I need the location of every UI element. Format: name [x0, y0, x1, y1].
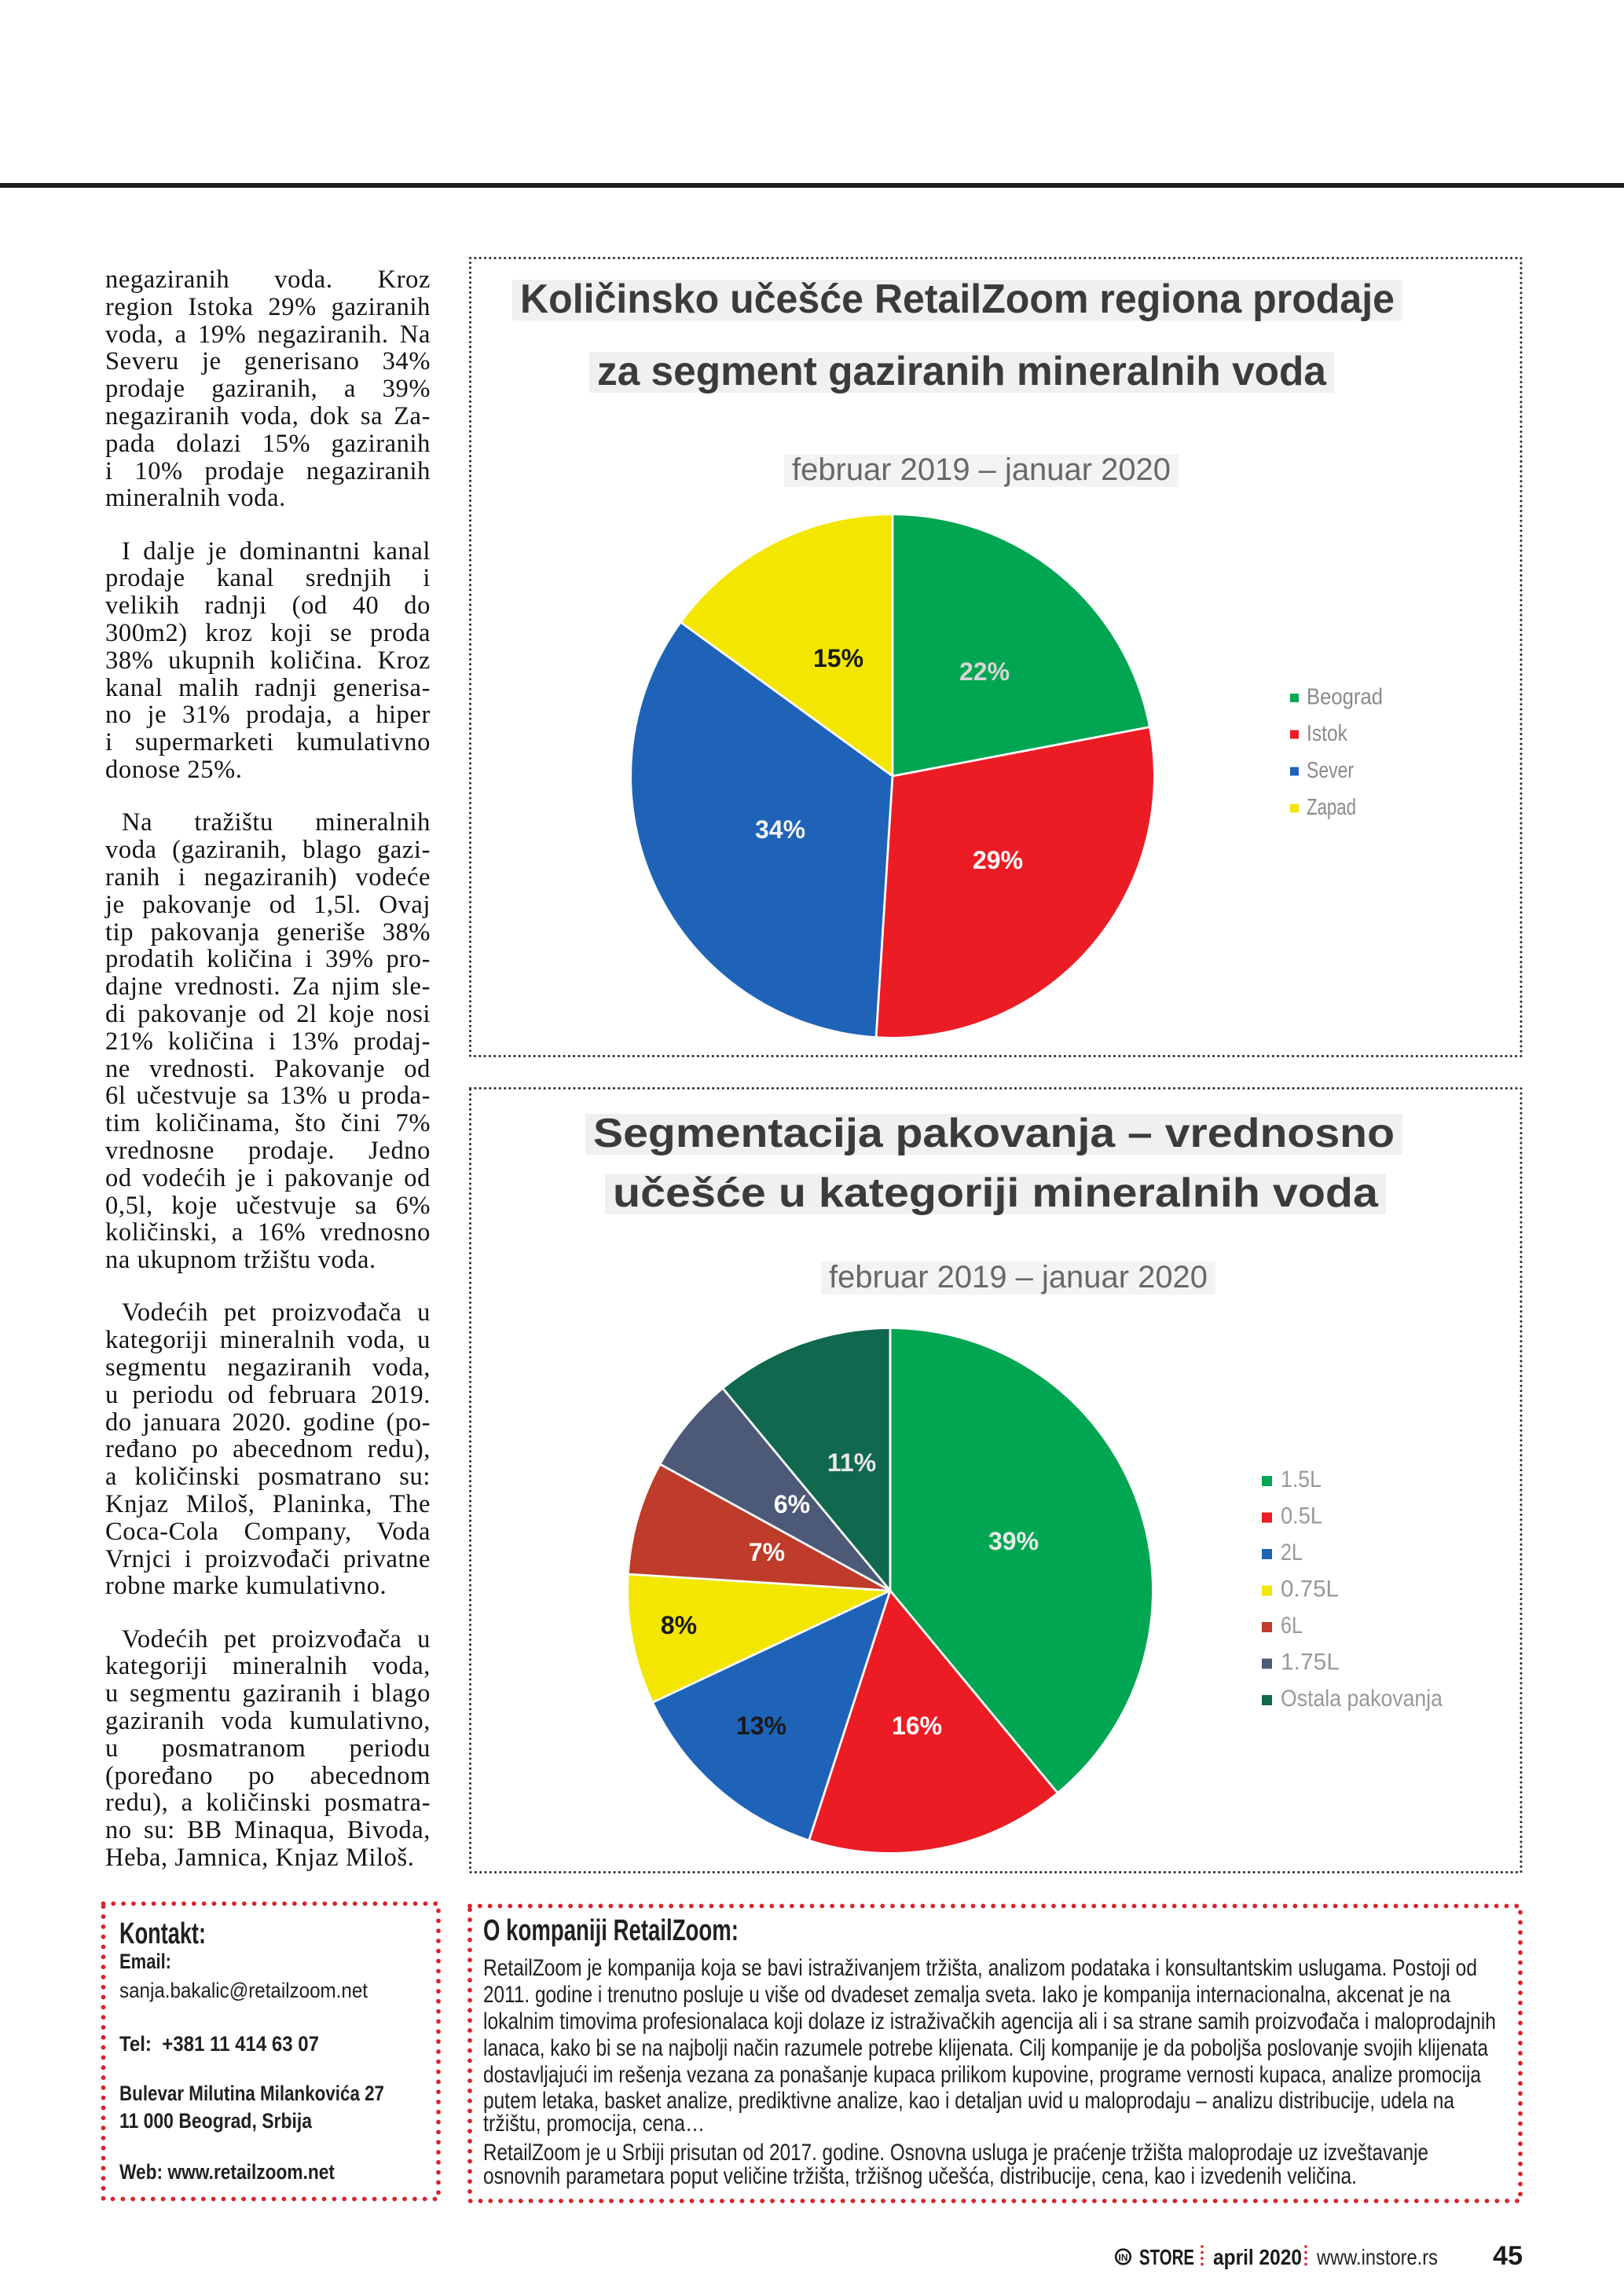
svg-text:RetailZoom je kompanija koja s: RetailZoom je kompanija koja se bavi ist… — [483, 1955, 1477, 1981]
svg-text:13%: 13% — [736, 1712, 786, 1740]
svg-text:Kontakt:: Kontakt: — [119, 1917, 206, 1950]
svg-text:Sever: Sever — [1307, 758, 1354, 783]
svg-text:Zapad: Zapad — [1307, 795, 1356, 820]
svg-text:putem letaka, basket analize,: putem letaka, basket analize, prediktivn… — [483, 2088, 1454, 2114]
svg-text:Web: www.retailzoom.net: Web: www.retailzoom.net — [119, 2160, 335, 2184]
svg-text:0.75L: 0.75L — [1281, 1576, 1339, 1602]
svg-text:Beograd: Beograd — [1307, 685, 1383, 710]
svg-text:www.instore.rs: www.instore.rs — [1316, 2245, 1438, 2269]
svg-text:1.75L: 1.75L — [1281, 1650, 1340, 1675]
svg-text:Ostala pakovanja: Ostala pakovanja — [1281, 1686, 1443, 1712]
svg-text:osnovnih parametara poput veli: osnovnih parametara poput veličine tržiš… — [483, 2163, 1357, 2189]
svg-text:Istok: Istok — [1307, 721, 1347, 746]
svg-text:RetailZoom je u Srbiji prisuta: RetailZoom je u Srbiji prisutan od 2017.… — [483, 2140, 1428, 2166]
svg-text:Email:: Email: — [119, 1950, 171, 1973]
svg-text:sanja.bakalic@retailzoom.net: sanja.bakalic@retailzoom.net — [119, 1979, 368, 2002]
svg-text:34%: 34% — [755, 815, 805, 844]
svg-text:februar 2019 – januar 2020: februar 2019 – januar 2020 — [792, 452, 1171, 487]
svg-text:2L: 2L — [1281, 1540, 1303, 1565]
svg-text:O kompaniji RetailZoom:: O kompaniji RetailZoom: — [483, 1914, 739, 1947]
svg-text:29%: 29% — [973, 846, 1023, 874]
svg-text:22%: 22% — [959, 657, 1010, 686]
svg-text:februar 2019 – januar 2020: februar 2019 – januar 2020 — [829, 1260, 1208, 1294]
svg-text:6%: 6% — [774, 1490, 810, 1518]
svg-text:11 000 Beograd, Srbija: 11 000 Beograd, Srbija — [119, 2109, 313, 2133]
svg-text:16%: 16% — [892, 1712, 942, 1740]
svg-text:lokalnim timovima profesionala: lokalnim timovima profesionalaca koji do… — [483, 2009, 1496, 2034]
svg-text:0.5L: 0.5L — [1281, 1503, 1322, 1529]
svg-text:Bulevar Milutina Milankovića 2: Bulevar Milutina Milankovića 27 — [119, 2082, 384, 2105]
svg-text:STORE: STORE — [1139, 2245, 1194, 2269]
svg-text:2011. godine i trenutno posluj: 2011. godine i trenutno posluje u više o… — [483, 1982, 1450, 2008]
svg-text:6L: 6L — [1281, 1613, 1303, 1639]
svg-text:lanaca, kako bi se na najbolji: lanaca, kako bi se na najbolji način raz… — [483, 2035, 1488, 2061]
svg-text:39%: 39% — [988, 1527, 1039, 1555]
svg-text:dostavljajući im rešenja vezan: dostavljajući im rešenja vezana za ponaš… — [483, 2062, 1481, 2088]
svg-text:april 2020: april 2020 — [1213, 2245, 1302, 2269]
svg-text:1.5L: 1.5L — [1281, 1467, 1322, 1492]
svg-text:7%: 7% — [749, 1538, 785, 1566]
svg-text:15%: 15% — [813, 644, 863, 672]
svg-text:Količinsko učešće RetailZoom r: Količinsko učešće RetailZoom regiona pro… — [520, 276, 1395, 322]
svg-text:45: 45 — [1493, 2241, 1523, 2271]
svg-text:IN: IN — [1119, 2252, 1128, 2263]
svg-text:tržištu, promocija, cena…: tržištu, promocija, cena… — [483, 2111, 705, 2137]
svg-text:učešće u kategoriji mineralnih: učešće u kategoriji mineralnih voda — [613, 1170, 1379, 1216]
svg-text:za segment gaziranih mineralni: za segment gaziranih mineralnih voda — [597, 349, 1327, 394]
svg-text:11%: 11% — [827, 1448, 876, 1477]
svg-text:Tel: +381 11 414 63 07: Tel: +381 11 414 63 07 — [119, 2032, 319, 2056]
svg-text:8%: 8% — [661, 1611, 697, 1639]
svg-text:Segmentacija pakovanja – vredn: Segmentacija pakovanja – vrednosno — [593, 1111, 1395, 1156]
